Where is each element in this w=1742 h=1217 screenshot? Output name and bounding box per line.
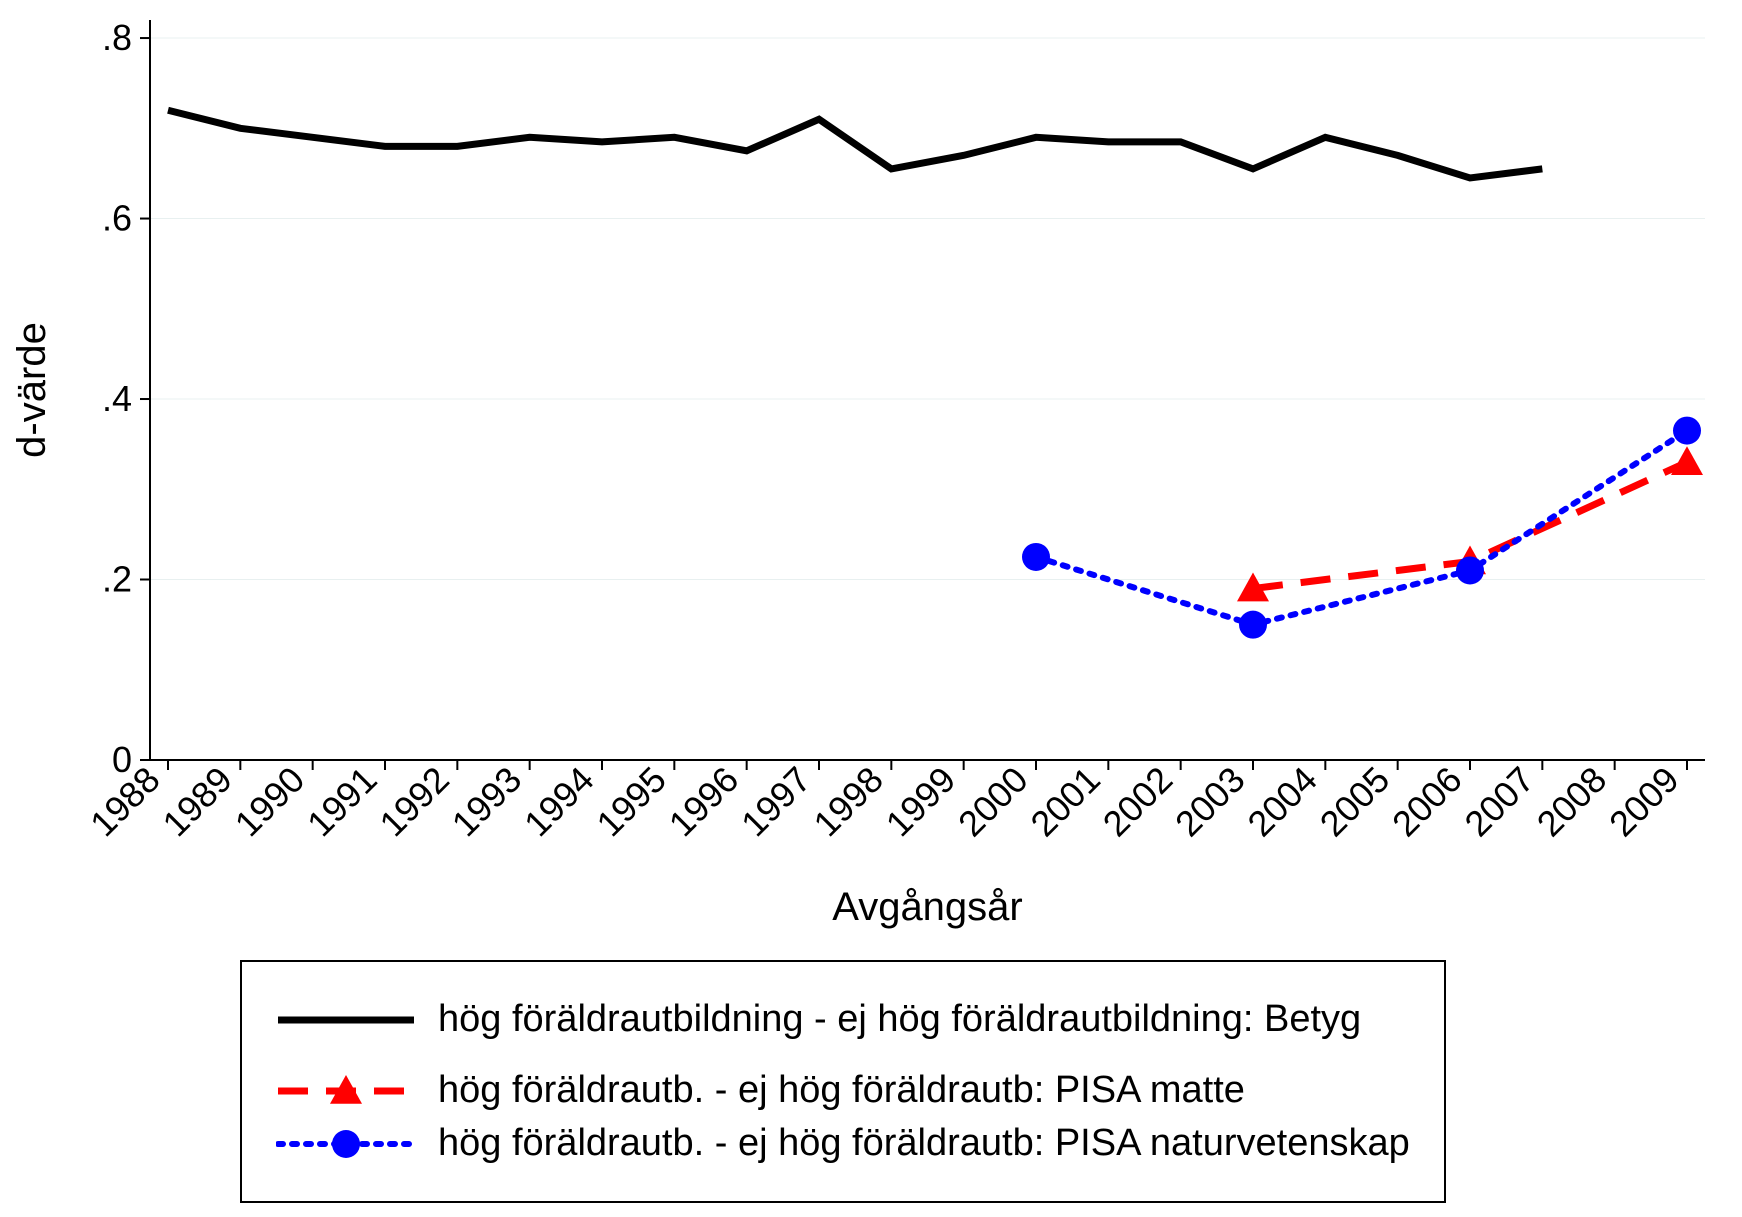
y-tick-label: .6 — [102, 198, 132, 239]
legend-label: hög föräldrautb. - ej hög föräldrautb: P… — [438, 1122, 1410, 1165]
legend-row: hög föräldrautb. - ej hög föräldrautb: P… — [276, 1069, 1410, 1112]
legend-row: hög föräldrautb. - ej hög föräldrautb: P… — [276, 1122, 1410, 1165]
legend-label: hög föräldrautb. - ej hög föräldrautb: P… — [438, 1069, 1245, 1112]
y-axis-label: d-värde — [10, 322, 54, 458]
legend-swatch-betyg — [276, 1002, 416, 1038]
legend-swatch-pisa_naturvetenskap — [276, 1126, 416, 1162]
marker-circle — [1022, 543, 1050, 571]
marker-circle — [1239, 611, 1267, 639]
y-tick-label: .4 — [102, 378, 132, 419]
marker-circle — [1673, 417, 1701, 445]
legend: hög föräldrautbildning - ej hög föräldra… — [240, 960, 1446, 1203]
y-tick-label: .2 — [102, 559, 132, 600]
marker-circle — [1456, 556, 1484, 584]
legend-row: hög föräldrautbildning - ej hög föräldra… — [276, 998, 1410, 1041]
legend-label: hög föräldrautbildning - ej hög föräldra… — [438, 998, 1361, 1041]
chart-container: 0.2.4.6.81988198919901991199219931994199… — [0, 0, 1742, 1217]
legend-swatch-pisa_matte — [276, 1073, 416, 1109]
x-axis-label: Avgångsår — [832, 885, 1023, 929]
y-tick-label: .8 — [102, 17, 132, 58]
